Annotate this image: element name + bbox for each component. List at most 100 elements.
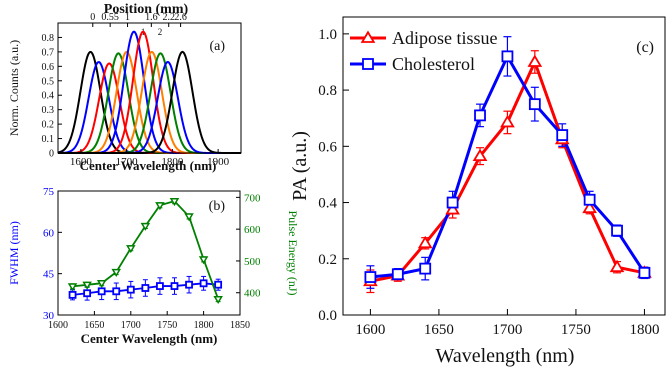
- panel-c-xtick-label: 1600: [355, 322, 385, 338]
- panel-b-xtick-label: 1800: [194, 320, 214, 331]
- panel-b-label: (b): [209, 199, 226, 214]
- panel-a-xlabel: Center Wavelength (nm): [80, 158, 217, 173]
- panel-a: Position (mm) 0 0.55 1 1.6 2.2 2.61 2 1600 1700…: [7, 2, 242, 173]
- panel-c-point: [474, 109, 486, 122]
- panel-a-xtick-label: 1600: [70, 156, 93, 168]
- panel-b-ytick-left-label: 60: [43, 227, 55, 239]
- panel-b-point: [68, 290, 77, 299]
- panel-a-curve-10: [58, 60, 241, 154]
- legend-label-2: Cholesterol: [392, 54, 475, 74]
- panel-b-frame: [57, 190, 241, 316]
- panel-b-point: [199, 279, 208, 288]
- panel-b-point: [198, 256, 209, 265]
- panel-c-point: [528, 98, 541, 111]
- panel-b-xtick-label: 1650: [84, 320, 104, 331]
- panel-c-point: [583, 193, 596, 206]
- panel-b-point: [169, 198, 180, 207]
- panel-a-frame: [57, 22, 242, 154]
- panel-c-point: [638, 266, 651, 279]
- panel-b-ylabel-left: FWHM (nm): [7, 221, 21, 285]
- panel-b-point: [213, 295, 223, 305]
- panel-c-ytick-label: 0.6: [318, 139, 337, 155]
- panel-b-xtick-label: 1750: [157, 320, 177, 331]
- panel-a-top-tick-label: 2.2: [162, 12, 175, 23]
- panel-c-xtick-label: 1700: [492, 322, 522, 338]
- panel-c-point: [472, 148, 488, 162]
- panel-b-point: [156, 282, 164, 290]
- panel-c-ytick-label: 0.8: [318, 83, 337, 99]
- panel-c-point: [391, 268, 404, 281]
- panel-c: 1600 1650 1700 1750 1800 0.0 0.2 0.4 0.6 0.8 1.0 (…: [289, 16, 666, 367]
- panel-c-ytick-label: 0.0: [318, 308, 337, 324]
- panel-b-point: [140, 222, 151, 231]
- legend-label-1: Adipose tissue: [392, 28, 498, 48]
- panel-c-point: [609, 259, 625, 273]
- panel-a-ytick-label: 0.8: [42, 33, 55, 44]
- panel-c-series-line-2: [370, 53, 646, 279]
- panel-a-xtick-label: 1800: [161, 156, 184, 168]
- panel-b-point: [214, 280, 223, 289]
- panel-a-top-minor-label: 2: [158, 27, 163, 37]
- panel-a-xtick-label: 1700: [116, 156, 139, 168]
- panel-b-point: [170, 282, 179, 290]
- panel-c-frame: [342, 16, 666, 316]
- panel-a-top-axis-label: Position (mm): [104, 2, 189, 17]
- panel-b-point: [185, 280, 193, 289]
- panel-c-point: [527, 54, 543, 67]
- panel-b-ytick-right-label: 500: [244, 256, 261, 268]
- panel-a-ytick-label: 0.6: [42, 62, 55, 73]
- panel-c-xlabel: Wavelength (nm): [436, 345, 575, 367]
- panel-b-point: [67, 283, 78, 292]
- panel-a-ytick-label: 0.3: [42, 105, 55, 116]
- panel-b-point: [155, 202, 165, 211]
- panel-c-ytick-label: 1.0: [318, 27, 337, 43]
- panel-b-xtick-label: 1700: [121, 320, 141, 331]
- panel-a-label: (a): [209, 39, 225, 54]
- panel-a-curve-2: [57, 61, 241, 154]
- panel-c-point: [611, 224, 623, 237]
- panel-a-ytick-label: 0.1: [42, 134, 55, 145]
- panel-a-top-tick-label: 2.6: [174, 12, 187, 23]
- panel-b-ytick-left-label: 45: [43, 269, 55, 281]
- panel-b-xtick-label: 1850: [230, 320, 250, 331]
- panel-a-ytick-label: 0.2: [42, 120, 55, 131]
- panel-a-ytick-label: 0.7: [42, 47, 55, 58]
- panel-c-point: [501, 50, 514, 63]
- panel-b-point: [96, 280, 107, 289]
- panel-b-point: [184, 213, 194, 222]
- panel-b-ytick-right-label: 700: [244, 192, 261, 204]
- panel-a-top-tick-label: 0: [90, 12, 95, 23]
- panel-c-ylabel: PA (a.u.): [289, 131, 311, 201]
- legend-marker-2: [362, 58, 374, 70]
- panel-c-xtick-label: 1650: [424, 322, 454, 338]
- legend-marker-1: [360, 30, 376, 43]
- panel-b-ytick-left-label: 75: [43, 186, 55, 198]
- panel-a-ytick-label: 0.4: [42, 91, 55, 102]
- panel-b-point: [126, 245, 136, 254]
- panel-c-ytick-label: 0.2: [318, 252, 337, 268]
- panel-b: 1600 1650 1700 1750 1800 1850 30 45 60 75 400 500 60…: [7, 186, 300, 346]
- panel-c-xtick-label: 1800: [629, 322, 659, 338]
- panel-c-point: [556, 129, 569, 141]
- panel-a-top-tick-label: 1.6: [145, 12, 158, 23]
- panel-b-xtick-label: 1600: [48, 320, 68, 331]
- panel-b-point: [82, 281, 92, 290]
- panel-b-point: [83, 289, 92, 298]
- panel-c-ytick-label: 0.4: [318, 196, 337, 212]
- panel-c-point: [417, 235, 433, 249]
- panel-c-xtick-label: 1750: [561, 322, 591, 338]
- panel-b-ytick-left-label: 30: [43, 310, 55, 322]
- panel-c-series-line-1: [370, 57, 645, 283]
- panel-b-point: [112, 287, 121, 296]
- panel-c-label: (c): [636, 39, 654, 56]
- panel-c-point: [446, 196, 459, 209]
- panel-b-ytick-right-label: 600: [244, 224, 261, 236]
- panel-a-top-tick-label: 0.55: [101, 12, 119, 23]
- panel-b-point: [111, 268, 122, 278]
- panel-c-point: [419, 262, 432, 275]
- panel-b-xlabel: Center Wavelength (nm): [81, 331, 218, 346]
- panel-b-ytick-right-label: 400: [244, 288, 261, 300]
- panel-a-ylabel: Norm. Counts (a.u.): [7, 40, 21, 136]
- panel-c-point: [364, 271, 377, 283]
